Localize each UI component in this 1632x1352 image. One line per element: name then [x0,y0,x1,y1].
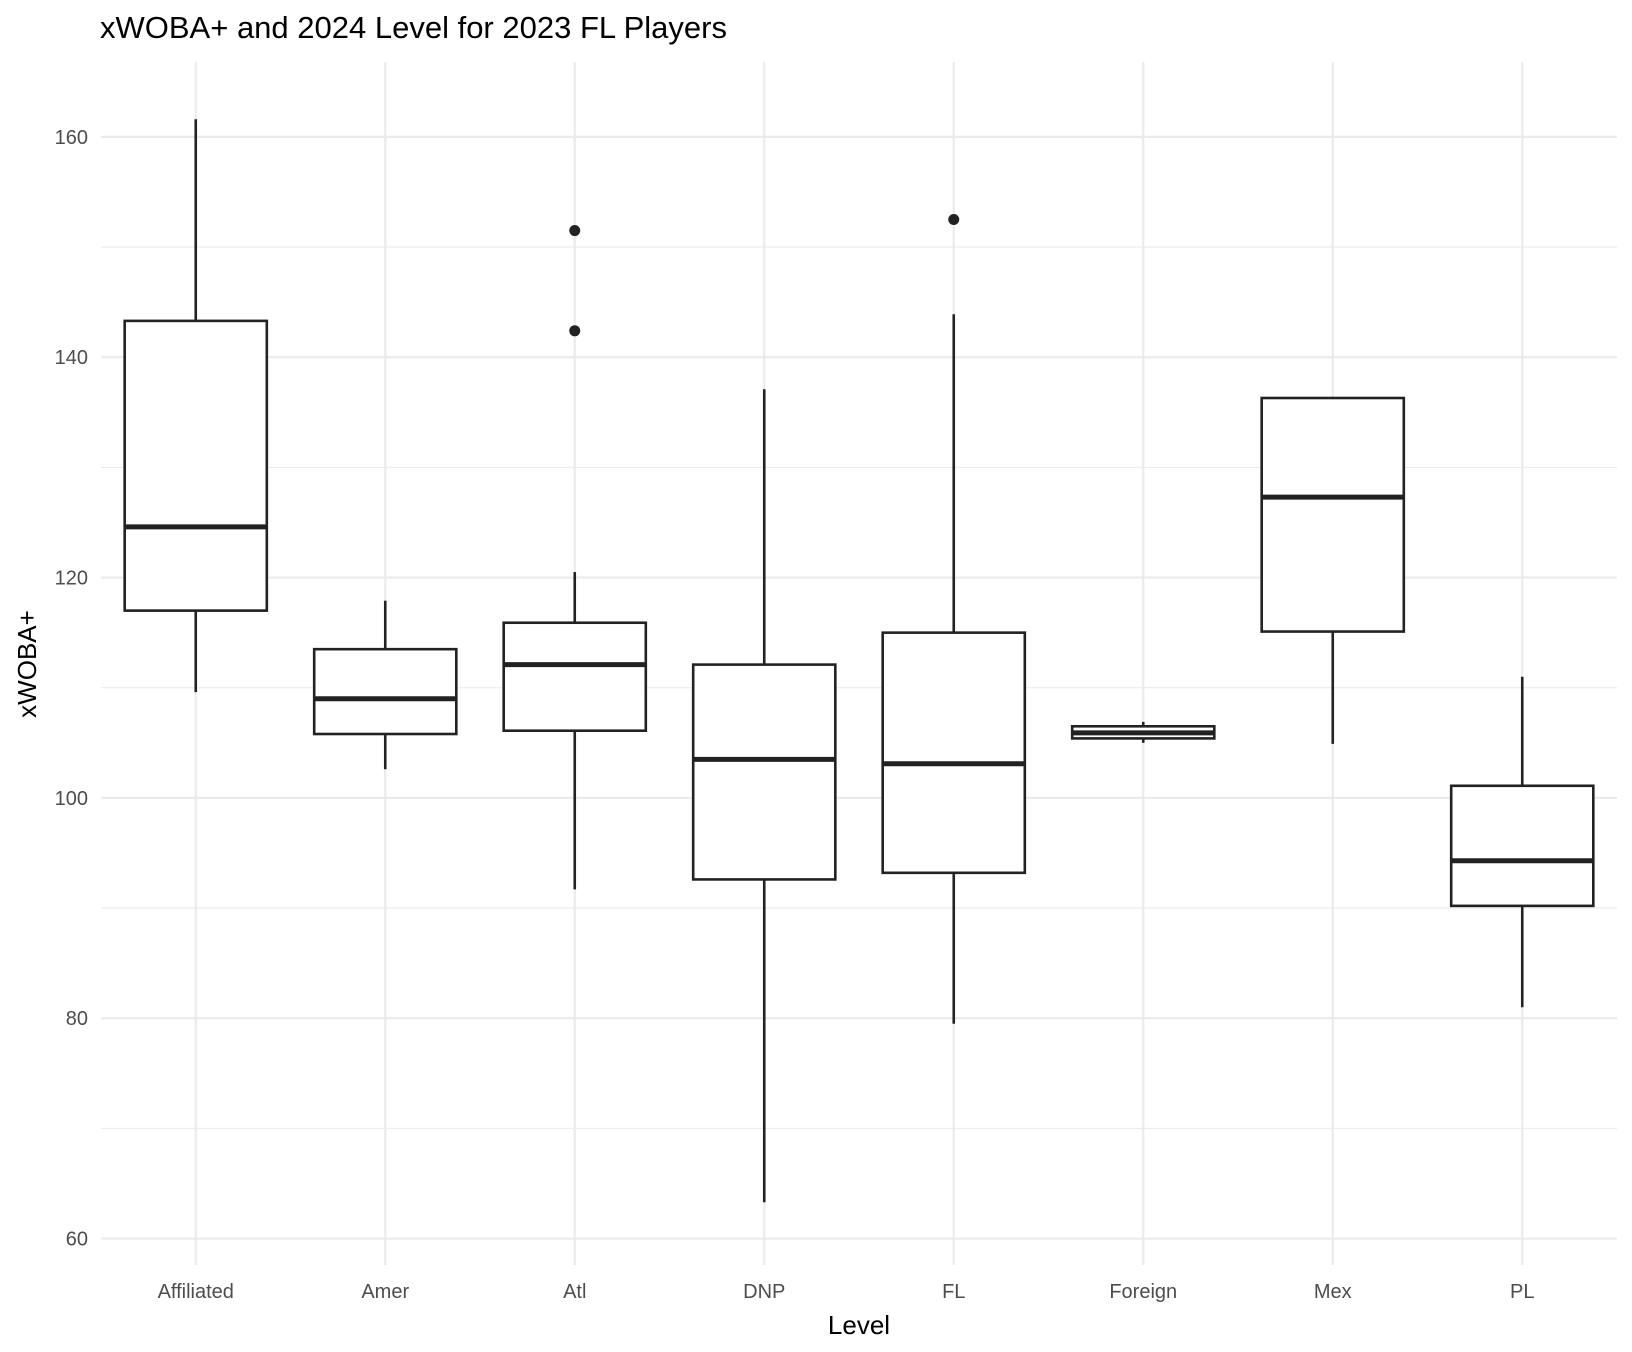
x-tick-label: Amer [361,1281,409,1303]
y-tick-label: 140 [55,347,88,369]
box-iqr [1449,784,1595,908]
box-affiliated [123,119,269,693]
box-pl [1449,676,1595,1008]
x-tick-label: DNP [743,1281,785,1303]
box-iqr [881,631,1027,875]
outlier-point [569,225,581,237]
box-foreign [1070,721,1216,743]
x-tick-label: Atl [563,1281,586,1303]
box-dnp [691,389,837,1203]
box-iqr [312,647,458,736]
box-mex [1260,396,1406,744]
x-tick-label: FL [942,1281,965,1303]
x-tick-label: Mex [1314,1281,1352,1303]
x-tick-label: Affiliated [158,1281,234,1303]
box-iqr [1260,396,1406,633]
outlier-point [569,325,581,337]
y-axis-title: xWOBA+ [12,610,42,718]
box-amer [312,600,458,770]
box-atl [502,225,648,890]
y-axis-ticks: 60 80 100 120 140 160 [55,127,88,1251]
x-tick-label: PL [1510,1281,1534,1303]
box-iqr [691,663,837,881]
y-tick-label: 60 [66,1229,88,1251]
y-tick-label: 160 [55,127,88,149]
box-iqr [123,319,269,612]
y-tick-label: 100 [55,788,88,810]
box-fl [881,214,1027,1024]
x-tick-label: Foreign [1109,1281,1177,1303]
outlier-point [948,214,960,226]
chart-title: xWOBA+ and 2024 Level for 2023 FL Player… [100,10,727,45]
y-tick-label: 120 [55,568,88,590]
box-iqr [502,621,648,733]
x-axis-title: Level [828,1310,890,1340]
y-tick-label: 80 [66,1008,88,1030]
box-series [123,119,1595,1203]
x-axis-ticks: Affiliated Amer Atl DNP FL Foreign Mex PL [158,1281,1535,1303]
